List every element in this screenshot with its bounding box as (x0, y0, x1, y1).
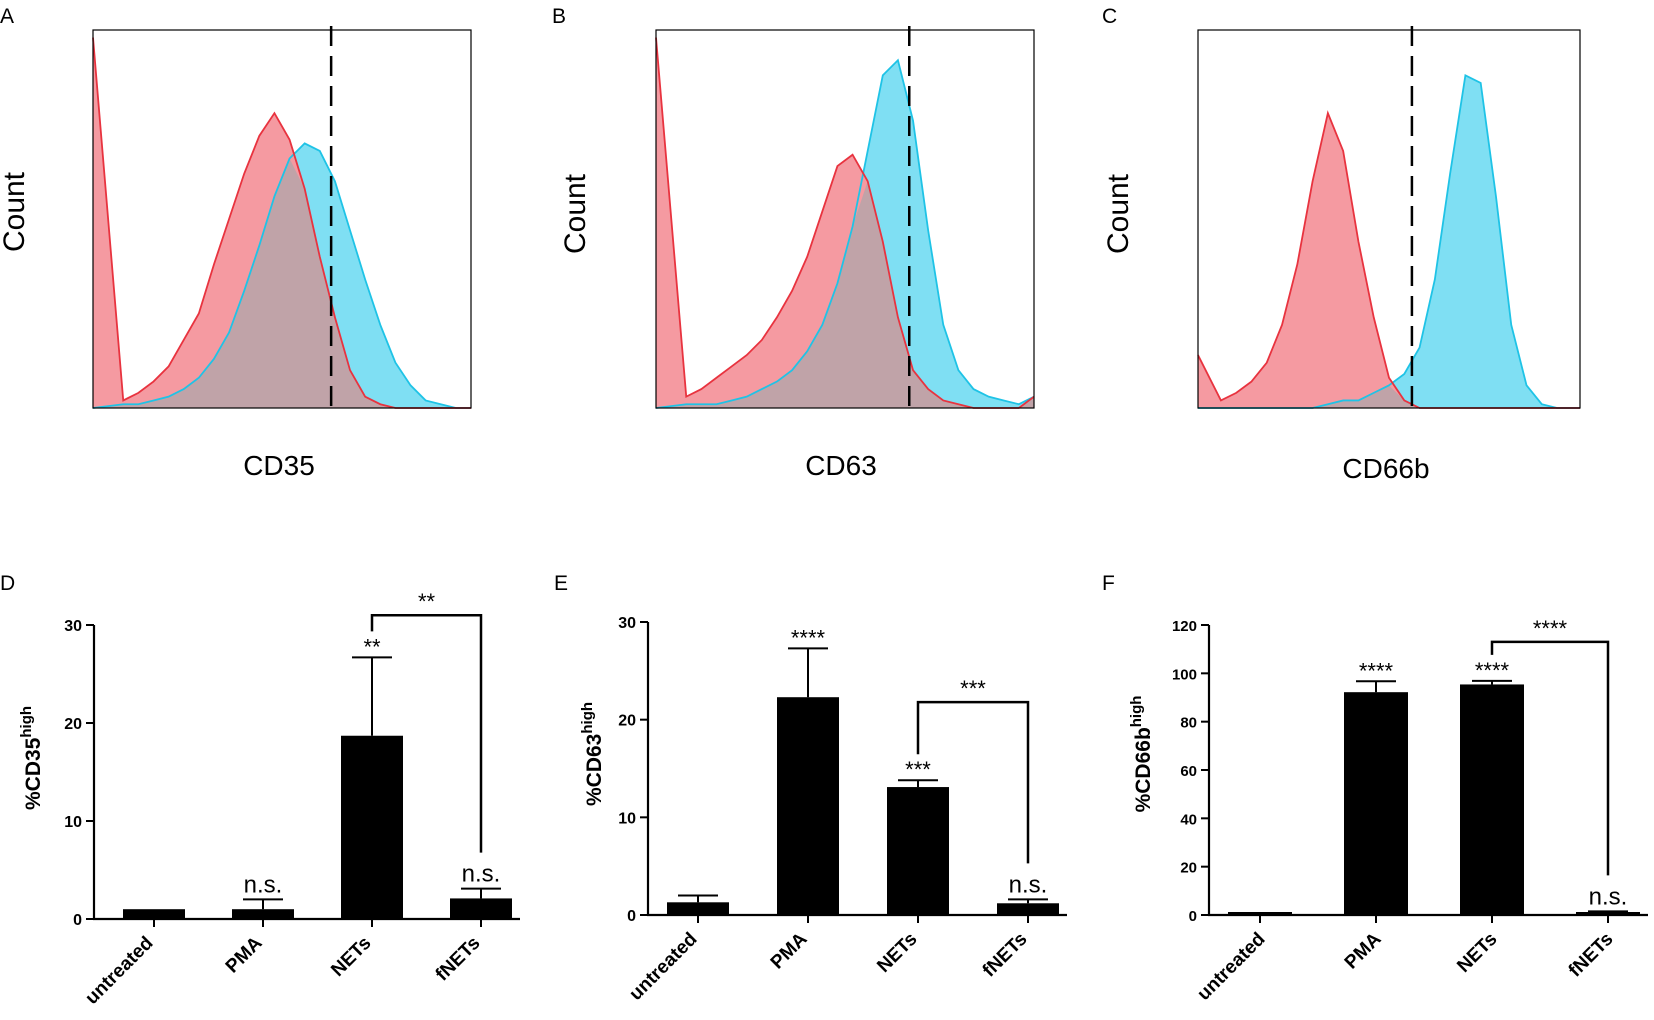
histogram-unstained-area (1198, 113, 1580, 408)
bar (232, 909, 294, 919)
significance-label: n.s. (462, 861, 501, 888)
histogram-overlap-area (93, 158, 471, 408)
panel-letter: A (0, 5, 14, 28)
histogram-stained-line (1198, 74, 1580, 409)
y-tick-label: 0 (1189, 908, 1197, 925)
panel-letter: F (1102, 572, 1115, 595)
histogram-stained-line (655, 58, 1035, 409)
y-tick-label: 0 (627, 908, 636, 925)
significance-label: **** (1475, 658, 1510, 683)
y-tick-label: 30 (618, 615, 636, 632)
bar (123, 909, 185, 919)
significance-label: *** (905, 757, 931, 782)
y-tick-label: 60 (1180, 763, 1197, 780)
x-tick-label: NETs (327, 933, 375, 981)
significance-label: **** (791, 625, 826, 650)
significance-bracket (1490, 640, 1610, 876)
y-tick-label: 20 (618, 713, 636, 730)
histogram-stained-area (656, 60, 1034, 409)
significance-label: n.s. (244, 871, 283, 898)
bracket-label: ** (418, 589, 436, 614)
bar (450, 898, 512, 919)
panel-letter: D (0, 572, 15, 595)
x-tick-label: untreated (1193, 929, 1269, 1005)
y-tick-label: 0 (73, 912, 82, 929)
histogram-panel-b: Count CD63 (559, 26, 1035, 481)
significance-bracket (916, 700, 1030, 864)
y-tick-label: 30 (64, 618, 82, 635)
bar (667, 902, 729, 915)
bar (887, 787, 949, 915)
histogram-panel-a: Count CD35 (0, 26, 472, 481)
histogram-panel-c: Count CD66b (1102, 26, 1581, 484)
x-axis-label: CD66b (1342, 453, 1429, 484)
histogram-overlap-area (656, 181, 1034, 408)
y-tick-label: 80 (1180, 715, 1197, 732)
bar (1576, 912, 1640, 915)
bracket-label: **** (1533, 616, 1568, 641)
x-tick-label: untreated (625, 929, 701, 1005)
significance-label: n.s. (1589, 883, 1628, 910)
x-tick-label: fNETs (432, 933, 485, 986)
x-axis-label: CD35 (243, 450, 315, 481)
bar-panel-e: %CD63high 0 10 20 30 untreated PMA **** NETs ***… (579, 615, 1067, 1005)
y-tick-label: 40 (1180, 811, 1197, 828)
y-axis-label: Count (559, 173, 592, 254)
significance-label: ** (363, 634, 381, 659)
x-tick-label: fNETs (1565, 929, 1618, 982)
x-tick-label: PMA (222, 932, 267, 977)
x-tick-label: fNETs (979, 929, 1032, 982)
y-tick-label: 100 (1172, 666, 1197, 683)
significance-label: n.s. (1009, 871, 1048, 898)
y-tick-label: 10 (618, 810, 636, 827)
x-axis-label: CD63 (805, 450, 877, 481)
x-tick-label: PMA (1341, 928, 1386, 973)
y-axis-label: %CD63high (579, 702, 606, 806)
y-axis-label: Count (0, 171, 31, 252)
y-axis-label: %CD35high (18, 706, 45, 810)
y-tick-label: 20 (64, 716, 82, 733)
x-tick-label: NETs (873, 929, 921, 977)
bar (777, 697, 839, 915)
significance-label: **** (1359, 658, 1394, 683)
histogram-unstained-line (1197, 110, 1580, 409)
y-axis-label: Count (1102, 173, 1135, 254)
bracket-label: *** (960, 676, 986, 701)
x-tick-label: untreated (81, 933, 157, 1009)
bar (1344, 692, 1408, 915)
bar (341, 735, 403, 919)
x-tick-label: PMA (767, 928, 812, 973)
panel-letter: B (552, 5, 566, 28)
bar-panel-d: %CD35high 0 10 20 30 untreated PMA n.s. NETs ** f… (18, 589, 520, 1009)
y-axis-label: %CD66bhigh (1128, 696, 1155, 813)
bar-panel-f: %CD66bhigh 0 20 40 60 80 100 120 untreated PMA **… (1128, 616, 1648, 1005)
y-tick-label: 10 (64, 814, 82, 831)
histogram-stained-line (92, 142, 471, 409)
panel-letter: E (554, 572, 568, 595)
histogram-unstained-area (656, 37, 1034, 409)
y-tick-label: 120 (1172, 618, 1197, 635)
x-tick-label: NETs (1453, 929, 1501, 977)
significance-bracket (370, 613, 483, 853)
histogram-overlap-area (1198, 385, 1580, 408)
panel-letter: C (1102, 5, 1117, 28)
histogram-stained-area (1198, 75, 1580, 409)
bar (997, 903, 1059, 915)
y-tick-label: 20 (1180, 860, 1197, 877)
bar (1460, 684, 1524, 915)
